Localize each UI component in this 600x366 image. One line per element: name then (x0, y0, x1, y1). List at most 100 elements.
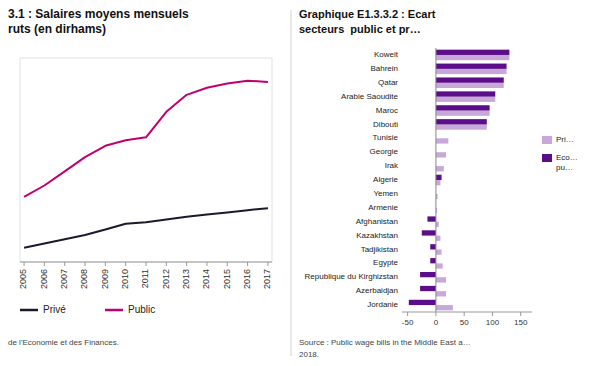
y-tick-label: Bahrein (370, 64, 398, 73)
y-tick-label: Arabie Saoudite (341, 92, 398, 101)
bar (427, 216, 435, 221)
bar (436, 291, 446, 296)
bar (436, 64, 507, 69)
bar-chart: Graphique E1.3.3.2 : Ecart secteurs publi… (299, 8, 578, 359)
bar (422, 230, 436, 235)
bar (436, 119, 487, 124)
legend-swatch (542, 154, 552, 162)
x-tick (206, 262, 207, 266)
x-tick-label: 2017 (262, 269, 272, 289)
bar (436, 277, 446, 282)
legend-label: Pri… (556, 135, 574, 144)
y-tick-label: Maroc (376, 106, 398, 115)
legend-swatch (542, 136, 552, 144)
legend-swatch (20, 309, 38, 312)
bar (436, 166, 444, 171)
x-tick-label: 2011 (140, 269, 150, 288)
subtitle: ruts (en dirhams) (8, 22, 106, 36)
bar (420, 272, 436, 277)
chart-root: 3.1 : Salaires moyens mensuelsruts (en d… (0, 0, 600, 366)
x-tick (125, 262, 126, 266)
bar (436, 305, 453, 310)
bar (436, 105, 490, 110)
subtitle: secteurs public et pr… (299, 23, 421, 35)
bar (436, 91, 495, 96)
x-tick (105, 262, 106, 266)
x-tick-label: 2013 (181, 269, 191, 289)
bar (436, 83, 504, 88)
legend: PrivéPublic (20, 304, 155, 315)
y-tick-label: Jordanie (367, 300, 398, 309)
y-tick-label: Afghanistan (356, 217, 398, 226)
bar (409, 300, 436, 305)
bar (420, 286, 436, 291)
x-tick (267, 262, 268, 266)
y-tick-label: Kazakhstan (356, 231, 398, 240)
bar (430, 258, 436, 263)
x-tick-label: 2010 (120, 269, 130, 289)
x-tick-label: 50 (460, 318, 469, 327)
x-tick-label: 2012 (161, 269, 171, 289)
x-tick (64, 262, 65, 266)
background (0, 0, 600, 366)
bar (436, 236, 441, 241)
x-tick (520, 312, 521, 316)
x-tick (44, 262, 45, 266)
y-tick-label: Yemen (373, 189, 398, 198)
series-line (24, 208, 268, 248)
x-tick (227, 262, 228, 266)
x-tick-label: 2007 (59, 269, 69, 289)
bar (436, 50, 509, 55)
plot-frame (20, 58, 272, 262)
y-tick-label: Egypte (373, 258, 398, 267)
x-tick-label: 2008 (79, 269, 89, 289)
x-tick-label: 2015 (222, 269, 232, 289)
x-axis-line (402, 312, 532, 313)
y-tick-label: Qatar (378, 78, 398, 87)
zero-line (435, 48, 436, 312)
plot-area (24, 81, 268, 248)
y-tick-label: Tunisie (373, 133, 399, 142)
x-tick (492, 312, 493, 316)
x-tick-label: 0 (434, 318, 439, 327)
plot-area (409, 50, 510, 311)
x-tick-label: 2016 (242, 269, 252, 289)
title: Graphique E1.3.3.2 : Ecart (299, 8, 436, 20)
series-line (24, 81, 268, 197)
y-tick-label: Republique du Kirghizstan (305, 272, 398, 281)
legend: Pri…Eco…pu… (542, 135, 578, 172)
x-tick-label: -50 (402, 318, 414, 327)
x-tick-label: 100 (486, 318, 500, 327)
bar (436, 97, 495, 102)
y-tick-label: Georgie (370, 147, 399, 156)
bar (436, 111, 490, 116)
bar (436, 69, 507, 74)
x-tick (24, 262, 25, 266)
x-tick (464, 312, 465, 316)
y-tick-label: Algerie (373, 175, 398, 184)
bar (436, 77, 504, 82)
bar (430, 244, 436, 249)
source-note: Source : Public wage bills in the Middle… (299, 338, 471, 347)
legend-label: Eco… (556, 153, 578, 162)
y-tick-label: Tadjikistan (361, 245, 398, 254)
x-tick (85, 262, 86, 266)
x-tick (146, 262, 147, 266)
bar (436, 124, 487, 129)
bar (436, 55, 509, 60)
legend-label: Public (128, 304, 155, 315)
x-tick-label: 2006 (39, 269, 49, 289)
y-tick-label: Armenie (368, 203, 398, 212)
divider (291, 10, 292, 356)
bar (436, 180, 441, 185)
source-note: de l'Economie et des Finances. (8, 338, 119, 347)
y-tick-label: Koweit (374, 50, 399, 59)
y-tick-label: Dibouti (373, 120, 398, 129)
bar (436, 138, 448, 143)
x-tick (247, 262, 248, 266)
y-tick-label: Azerbaidjan (356, 286, 398, 295)
line-chart: 3.1 : Salaires moyens mensuelsruts (en d… (8, 7, 272, 347)
source-note: 2018. (299, 350, 319, 359)
x-tick-label: 2009 (100, 269, 110, 289)
y-tick-label: Irak (385, 161, 399, 170)
